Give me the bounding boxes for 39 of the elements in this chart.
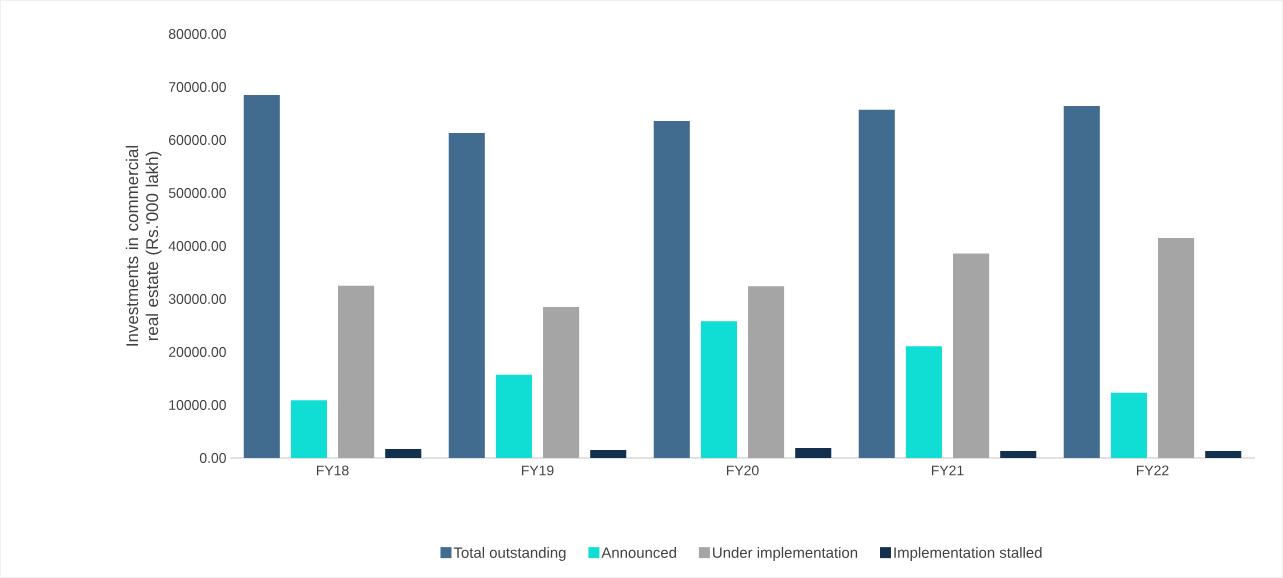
y-tick-label: 20000.00	[169, 347, 226, 357]
y-tick-label: 70000.00	[169, 82, 226, 92]
y-tick-label: 0.00	[199, 453, 226, 463]
bar	[1063, 106, 1100, 458]
bar	[653, 120, 690, 458]
bar	[905, 346, 942, 458]
bar	[953, 253, 990, 458]
bar	[385, 448, 422, 458]
bar	[338, 285, 375, 458]
x-tick-label: FY22	[1136, 465, 1169, 476]
bar	[700, 321, 737, 458]
bar	[858, 109, 895, 458]
y-axis-title: Investments in commercial real estate (Rs.'000 lakh)	[125, 145, 162, 346]
y-tick-label: 60000.00	[169, 135, 226, 145]
legend-label: Under implementation	[713, 546, 858, 561]
bar	[448, 133, 485, 458]
y-tick-label: 10000.00	[169, 400, 226, 410]
y-tick-label: 50000.00	[168, 188, 226, 198]
bar	[243, 94, 280, 458]
bar	[1158, 238, 1195, 458]
legend-label: Implementation stalled	[894, 546, 1042, 561]
x-tick-label: FY21	[931, 465, 964, 476]
x-tick-label: FY20	[726, 465, 759, 476]
bar	[1000, 451, 1037, 458]
y-tick-label: 30000.00	[168, 294, 226, 304]
bar	[795, 447, 832, 458]
y-tick-label: 40000.00	[168, 241, 226, 251]
bar	[1110, 392, 1147, 458]
legend-label: Announced	[601, 546, 677, 558]
bar	[590, 450, 627, 458]
bar	[1205, 451, 1242, 458]
bar	[543, 306, 580, 458]
legend-label: Total outstanding	[453, 546, 566, 561]
bar	[290, 400, 327, 458]
bar	[748, 286, 785, 458]
y-tick-label: 80000.00	[168, 29, 226, 39]
x-tick-label: FY19	[521, 465, 554, 476]
bar	[495, 374, 532, 458]
x-tick-label: FY18	[316, 465, 349, 476]
